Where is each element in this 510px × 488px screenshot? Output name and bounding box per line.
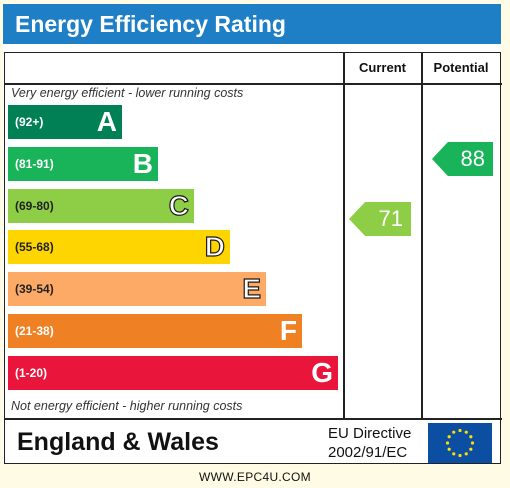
eu-star <box>458 428 462 433</box>
band-letter: E <box>242 273 262 305</box>
band-e: (39-54) E <box>8 272 266 307</box>
current-rating-value: 71 <box>378 206 403 231</box>
band-range: (81-91) <box>15 156 54 171</box>
eu-star <box>447 435 451 439</box>
eu-star <box>452 430 456 434</box>
eu-star <box>447 447 451 451</box>
band-a: (92+) A <box>8 105 122 139</box>
bottom-note: Not energy efficient - higher running co… <box>11 399 243 413</box>
divider-potential <box>421 53 423 419</box>
band-g: (1-20) G <box>8 355 338 390</box>
header-divider <box>5 83 502 85</box>
current-rating-arrow: 71 <box>349 202 411 236</box>
band-f: (21-38) F <box>8 314 302 348</box>
band-letter: G <box>311 356 333 388</box>
epc-chart: Energy Efficiency Rating Current Potenti… <box>3 4 502 464</box>
band-range: (1-20) <box>15 365 48 380</box>
eu-star <box>470 441 475 445</box>
eu-directive: EU Directive 2002/91/EC <box>328 424 411 462</box>
eu-star <box>464 452 468 456</box>
potential-rating-value: 88 <box>460 146 485 171</box>
footer-divider <box>5 418 502 420</box>
directive-line-1: EU Directive <box>328 425 412 442</box>
band-d: (55-68) D <box>8 230 230 265</box>
region-label: England & Wales <box>17 428 219 456</box>
band-range: (69-80) <box>15 198 54 213</box>
column-header-potential: Potential <box>433 60 489 75</box>
eu-star <box>445 441 450 445</box>
band-letter: A <box>96 106 117 137</box>
eu-star <box>469 435 473 439</box>
band-letter: C <box>168 189 189 221</box>
directive-line-2: 2002/91/EC <box>328 444 408 461</box>
eu-star <box>458 453 462 458</box>
top-note: Very energy efficient - lower running co… <box>11 86 244 100</box>
eu-flag-icon <box>428 423 492 463</box>
divider-current <box>343 53 345 419</box>
band-letter: F <box>279 315 297 346</box>
eu-star <box>464 430 468 434</box>
band-b: (81-91) B <box>8 146 158 181</box>
chart-title: Energy Efficiency Rating <box>3 4 501 44</box>
band-letter: D <box>204 231 225 263</box>
band-range: (39-54) <box>15 282 54 297</box>
band-c: (69-80) C <box>8 188 194 223</box>
eu-star <box>469 447 473 451</box>
eu-star <box>452 452 456 456</box>
band-range: (55-68) <box>15 240 54 255</box>
website-label: WWW.EPC4U.COM <box>199 470 311 484</box>
rating-table: Current Potential Very energy efficient … <box>4 52 502 464</box>
potential-rating-arrow: 88 <box>432 142 493 176</box>
band-range: (21-38) <box>15 324 54 338</box>
column-header-current: Current <box>359 60 406 75</box>
band-letter: B <box>132 147 153 179</box>
band-range: (92+) <box>15 115 44 129</box>
